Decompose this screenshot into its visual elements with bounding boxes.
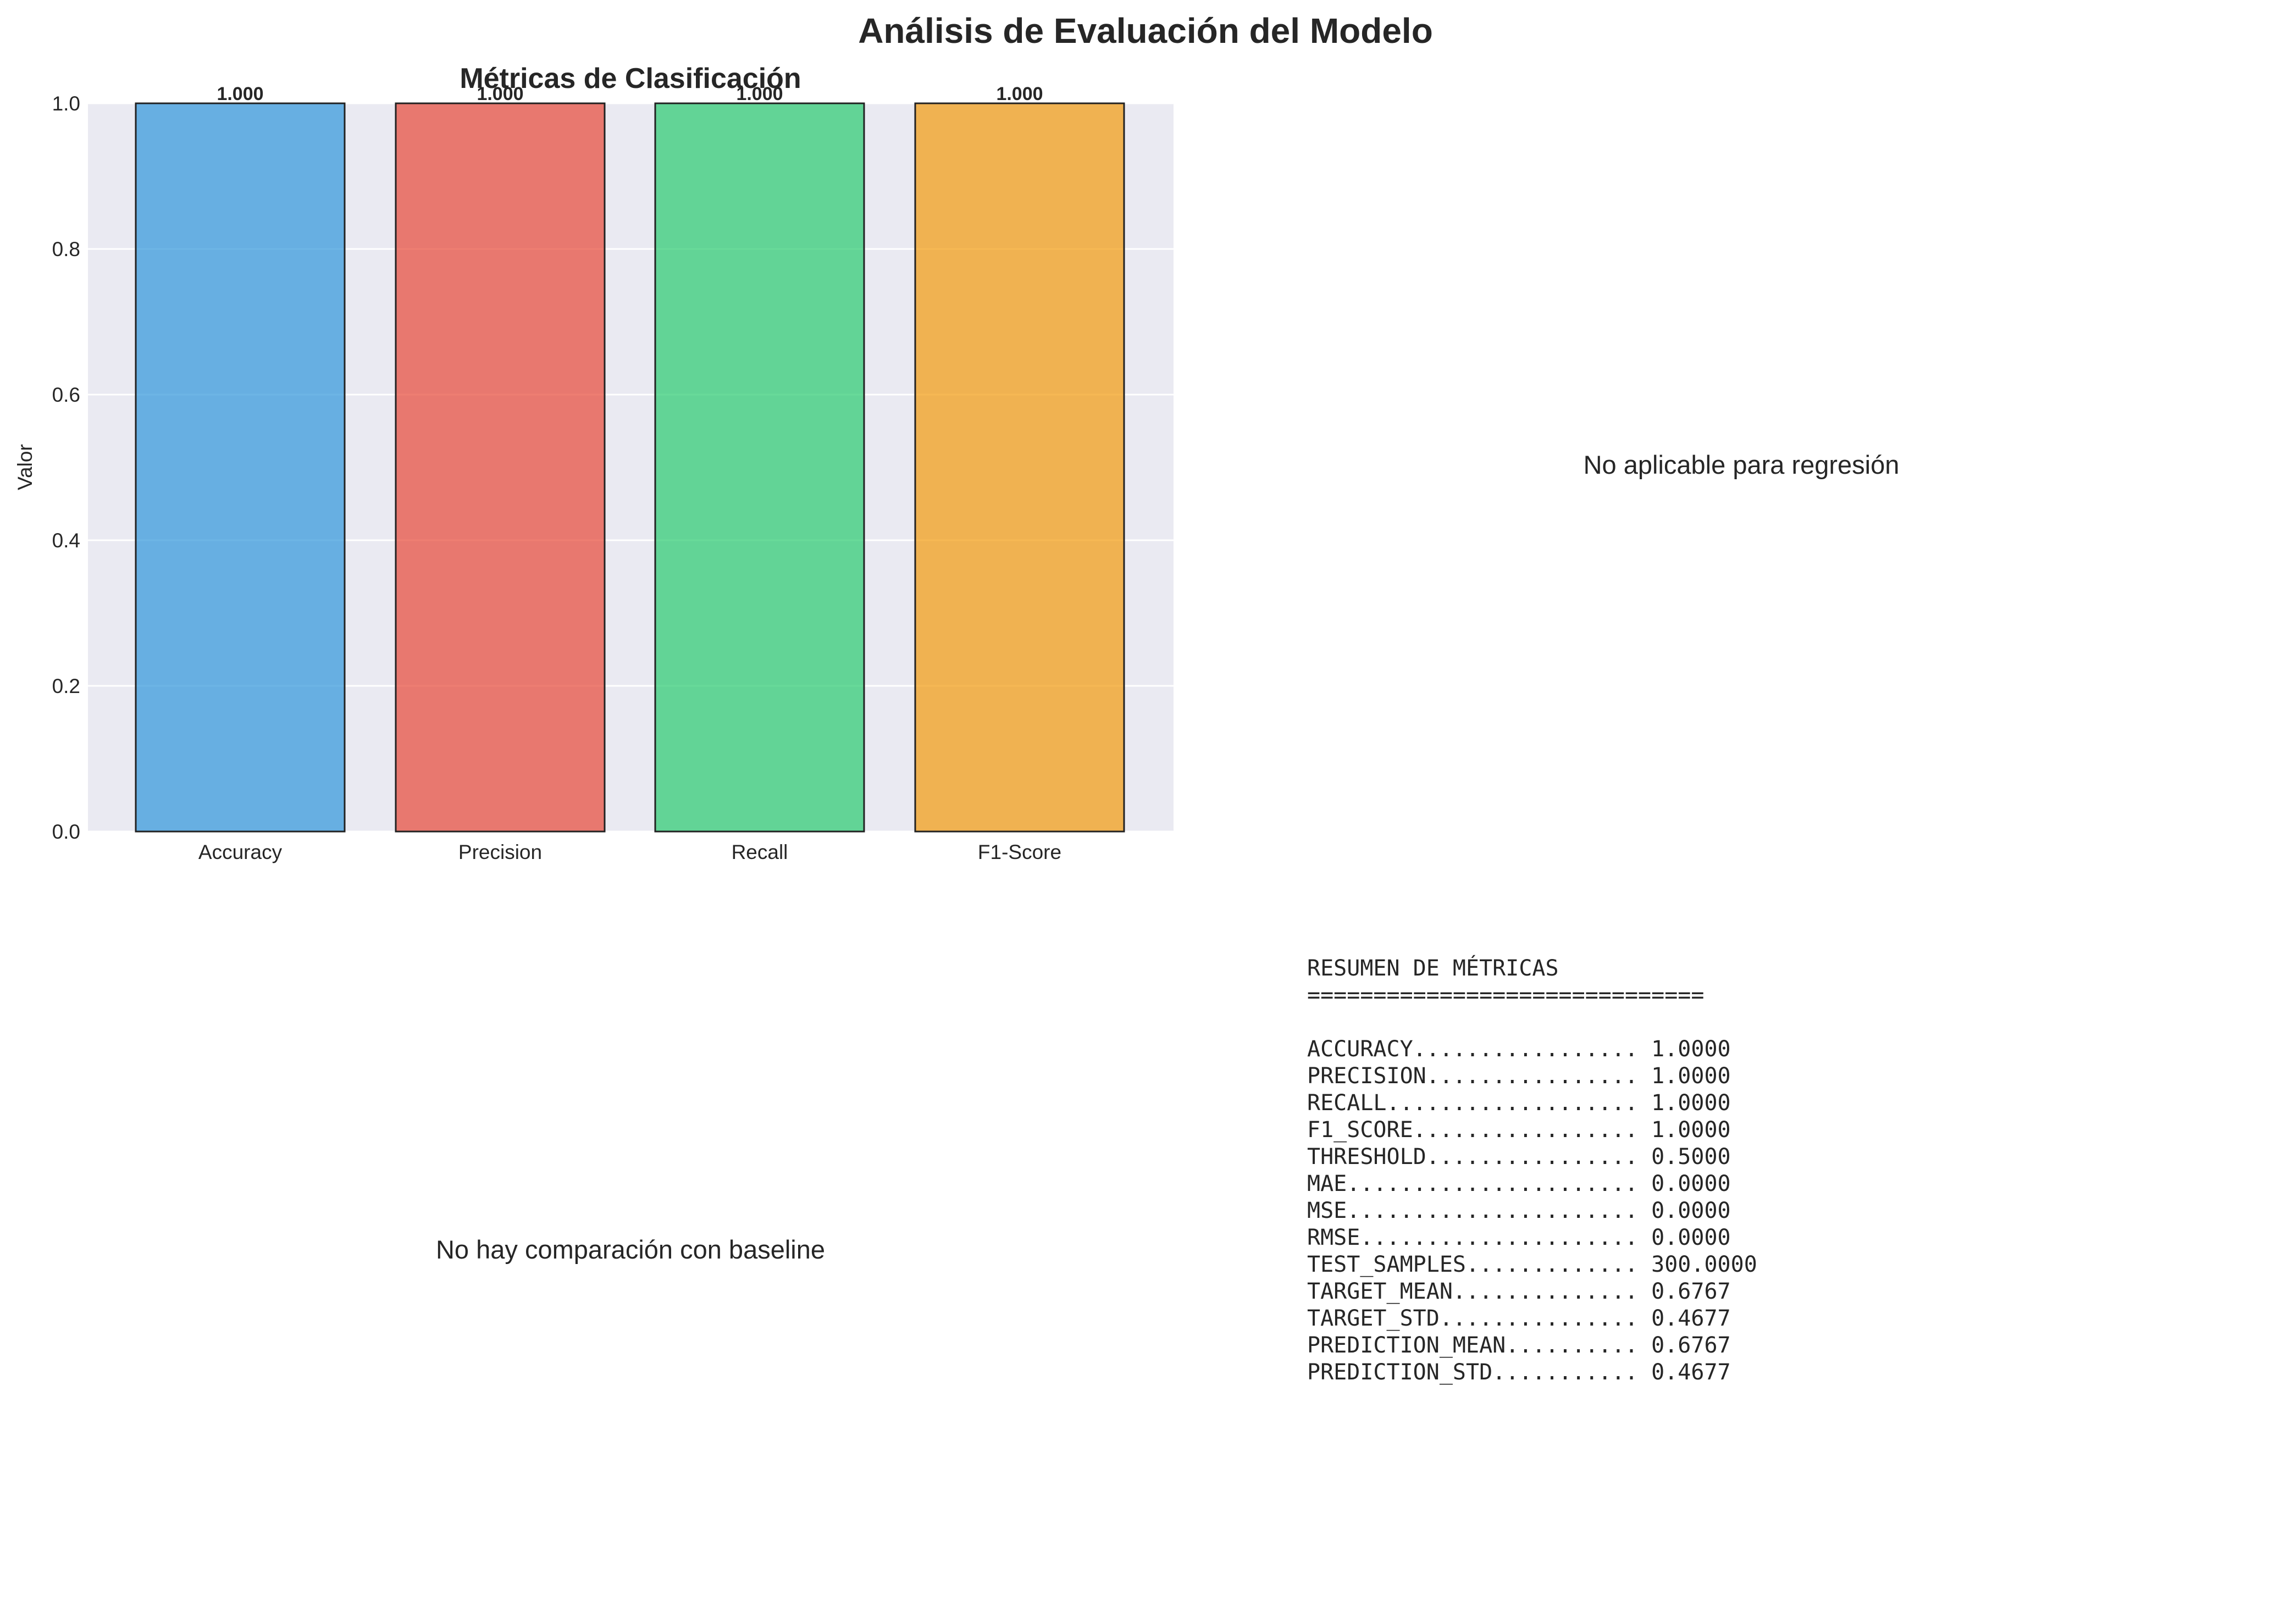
bar-value-label: 1.000	[477, 84, 523, 104]
y-tick-label: 0.0	[52, 821, 80, 843]
x-tick-label: Precision	[458, 841, 542, 863]
summary-line: TARGET_MEAN.............. 0.6767	[1307, 1279, 1731, 1304]
y-tick-label: 1.0	[52, 92, 80, 115]
summary-line	[1307, 1009, 1757, 1036]
bar-value-label: 1.000	[736, 84, 783, 104]
x-tick-label: Recall	[732, 841, 788, 863]
x-tick-label: Accuracy	[198, 841, 283, 863]
classification-metrics-chart: 0.0 0.2 0.4 0.6 0.8 1.0 Accuracy Precision Reca…	[14, 63, 1174, 863]
y-tick-label: 0.4	[52, 529, 80, 552]
bar-precision	[395, 102, 606, 833]
bar-recall	[654, 102, 865, 833]
chart-title: Métricas de Clasificación	[460, 63, 801, 95]
summary-line: RECALL................... 1.0000	[1307, 1090, 1731, 1116]
baseline-note: No hay comparación con baseline	[436, 1235, 825, 1264]
summary-line: PREDICTION_STD........... 0.4677	[1307, 1360, 1731, 1385]
summary-line: ==============================	[1307, 983, 1705, 1008]
y-axis-label: Valor	[14, 444, 36, 490]
summary-line: TEST_SAMPLES............. 300.0000	[1307, 1252, 1757, 1277]
summary-line: PREDICTION_MEAN.......... 0.6767	[1307, 1333, 1731, 1358]
bar-accuracy	[135, 102, 346, 833]
y-tick-label: 0.8	[52, 238, 80, 260]
metrics-summary: RESUMEN DE MÉTRICAS =====================…	[1307, 955, 1757, 1386]
summary-line: F1_SCORE................. 1.0000	[1307, 1117, 1731, 1143]
y-tick-label: 0.6	[52, 384, 80, 406]
summary-line: MAE...................... 0.0000	[1307, 1171, 1731, 1196]
x-tick-labels: Accuracy Precision Recall F1-Score	[198, 841, 1061, 863]
summary-line: TARGET_STD............... 0.4677	[1307, 1306, 1731, 1331]
figure-title: Análisis de Evaluación del Modelo	[858, 11, 1433, 51]
summary-line: RESUMEN DE MÉTRICAS	[1307, 956, 1559, 981]
summary-line: RMSE..................... 0.0000	[1307, 1225, 1731, 1250]
bar-value-label: 1.000	[996, 84, 1043, 104]
bars	[135, 102, 1125, 833]
summary-line: PRECISION................ 1.0000	[1307, 1063, 1731, 1089]
regression-note: No aplicable para regresión	[1584, 450, 1900, 479]
x-tick-label: F1-Score	[978, 841, 1061, 863]
bar-f1-score	[914, 102, 1125, 833]
y-tick-labels: 0.0 0.2 0.4 0.6 0.8 1.0	[52, 92, 80, 843]
summary-line: ACCURACY................. 1.0000	[1307, 1037, 1731, 1062]
summary-line: MSE...................... 0.0000	[1307, 1198, 1731, 1223]
y-tick-label: 0.2	[52, 675, 80, 697]
bar-value-label: 1.000	[217, 84, 263, 104]
summary-line: THRESHOLD................ 0.5000	[1307, 1144, 1731, 1169]
value-labels: 1.000 1.000 1.000 1.000	[217, 84, 1043, 104]
